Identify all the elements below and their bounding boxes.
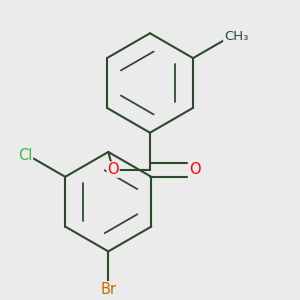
- Text: Br: Br: [100, 282, 116, 297]
- Text: O: O: [189, 162, 201, 177]
- Text: Cl: Cl: [18, 148, 32, 163]
- Text: O: O: [107, 162, 119, 177]
- Text: CH₃: CH₃: [224, 30, 248, 43]
